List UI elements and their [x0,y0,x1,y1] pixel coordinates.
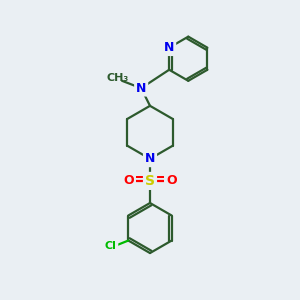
Text: S: S [145,174,155,188]
Text: O: O [124,174,134,188]
Text: N: N [164,41,174,54]
Text: N: N [145,152,155,165]
Text: Cl: Cl [105,242,117,251]
Text: CH₃: CH₃ [106,73,129,83]
Text: O: O [166,174,176,188]
Text: N: N [136,82,146,95]
